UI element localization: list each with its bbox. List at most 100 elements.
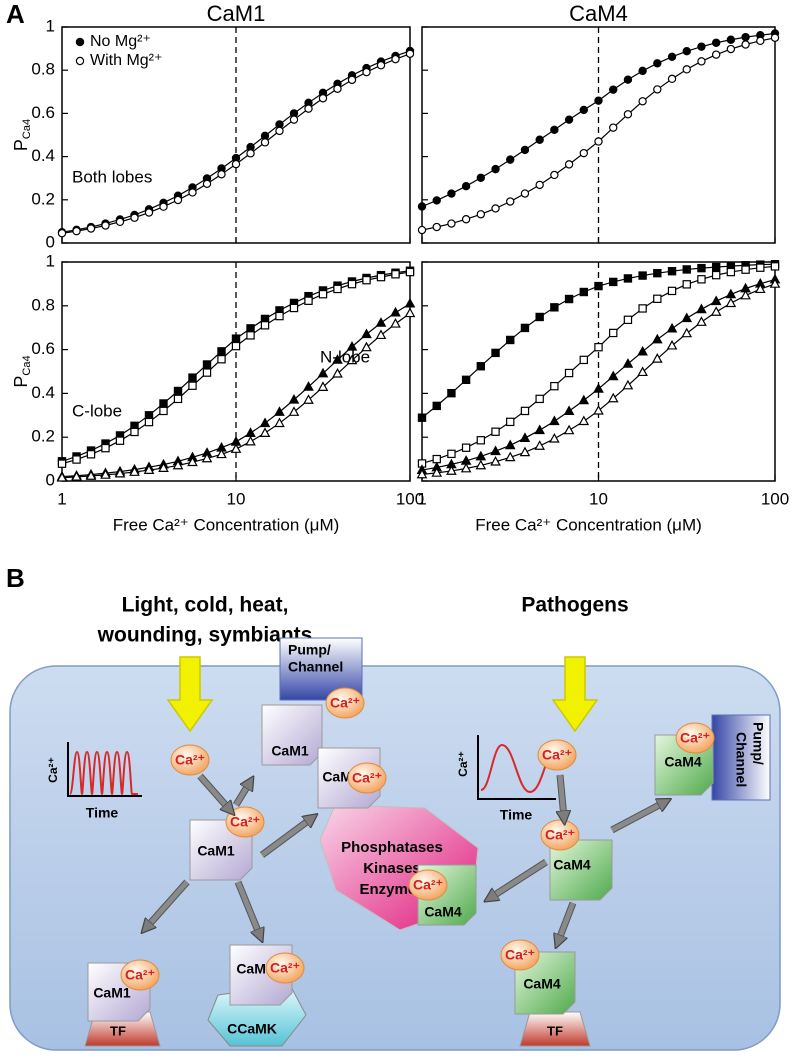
marker	[144, 417, 154, 427]
marker	[447, 449, 456, 459]
marker	[288, 394, 300, 404]
y-axis-label: PCa4	[11, 119, 33, 151]
marker	[56, 471, 68, 482]
marker	[653, 85, 662, 94]
x-tick-label: 10	[227, 489, 246, 508]
marker	[114, 467, 126, 478]
y-tick-label: 0.6	[31, 103, 55, 122]
marker	[347, 75, 357, 85]
marker	[173, 195, 183, 205]
marker	[563, 424, 575, 435]
marker	[697, 263, 706, 273]
marker	[682, 265, 691, 274]
marker	[682, 46, 691, 56]
marker	[417, 413, 427, 422]
marker	[638, 271, 647, 280]
calcium-label: Ca²⁺	[330, 695, 360, 711]
marker	[159, 399, 168, 408]
calmodulin-label: CaM4	[664, 754, 702, 770]
annotation: C-lobe	[72, 401, 122, 420]
marker	[652, 353, 663, 363]
marker	[417, 225, 427, 235]
calcium-ion	[325, 687, 365, 719]
marker	[57, 459, 67, 468]
marker	[535, 394, 544, 404]
calmodulin-label: CaM4	[553, 857, 591, 873]
arrow	[558, 902, 576, 942]
y-tick-label: 0.2	[31, 189, 55, 208]
marker	[476, 210, 486, 219]
marker	[432, 454, 441, 464]
marker	[332, 367, 343, 378]
enzymes-label: Phosphatases	[341, 839, 443, 856]
marker	[231, 334, 241, 343]
marker	[461, 443, 471, 452]
marker	[158, 462, 169, 472]
arrow	[260, 818, 312, 858]
marker	[476, 362, 486, 371]
marker	[260, 321, 270, 330]
marker	[638, 304, 647, 313]
marker	[534, 424, 545, 435]
marker	[740, 289, 751, 300]
marker	[653, 294, 662, 303]
marker	[288, 406, 300, 416]
marker	[697, 275, 706, 284]
marker	[188, 188, 197, 197]
marker	[506, 335, 515, 345]
marker	[173, 386, 183, 396]
marker	[201, 452, 213, 463]
marker	[579, 105, 588, 115]
marker	[756, 263, 765, 272]
marker	[303, 381, 314, 391]
marker	[172, 459, 184, 470]
marker	[535, 312, 544, 322]
marker	[246, 324, 255, 333]
pump-label: Pump/	[288, 642, 331, 658]
marker	[490, 455, 501, 466]
annotation: Both lobes	[72, 167, 152, 186]
calcium-oscillation	[69, 750, 138, 796]
marker	[653, 268, 662, 278]
marker	[417, 202, 427, 211]
calmodulin-label: CaM1	[93, 985, 131, 1001]
marker	[711, 270, 721, 280]
marker	[579, 287, 588, 297]
marker	[638, 97, 647, 106]
marker	[318, 289, 328, 299]
marker	[129, 466, 140, 476]
stimulus-label: Pathogens	[521, 594, 628, 617]
marker	[461, 181, 471, 191]
marker	[550, 170, 559, 180]
stimulus-label: Light, cold, heat,	[122, 594, 289, 617]
marker	[697, 57, 706, 66]
marker	[726, 44, 736, 54]
calcium-ion	[170, 744, 210, 776]
marker	[101, 221, 110, 230]
marker	[289, 115, 299, 124]
marker	[594, 96, 603, 105]
marker	[246, 149, 255, 158]
marker	[622, 379, 634, 390]
marker	[696, 316, 707, 326]
marker	[432, 401, 441, 411]
marker	[375, 317, 387, 327]
marker	[726, 35, 736, 44]
marker	[101, 443, 110, 453]
marker	[346, 341, 358, 351]
marker	[230, 443, 242, 453]
marker	[520, 323, 530, 333]
marker	[609, 328, 618, 338]
legend-label: No Mg²⁺	[90, 33, 151, 50]
marker	[741, 32, 750, 42]
calmodulin-label: CaM4	[424, 904, 462, 920]
y-axis-label-sub: Ca4	[21, 119, 33, 139]
arrow	[490, 859, 548, 898]
marker	[711, 262, 721, 272]
marker	[652, 333, 663, 344]
y-axis-label-sub: Ca4	[21, 355, 33, 375]
marker	[535, 135, 544, 144]
marker	[667, 74, 677, 84]
mini-x-label: Time	[500, 807, 533, 823]
calcium-label: Ca²⁺	[175, 752, 205, 768]
